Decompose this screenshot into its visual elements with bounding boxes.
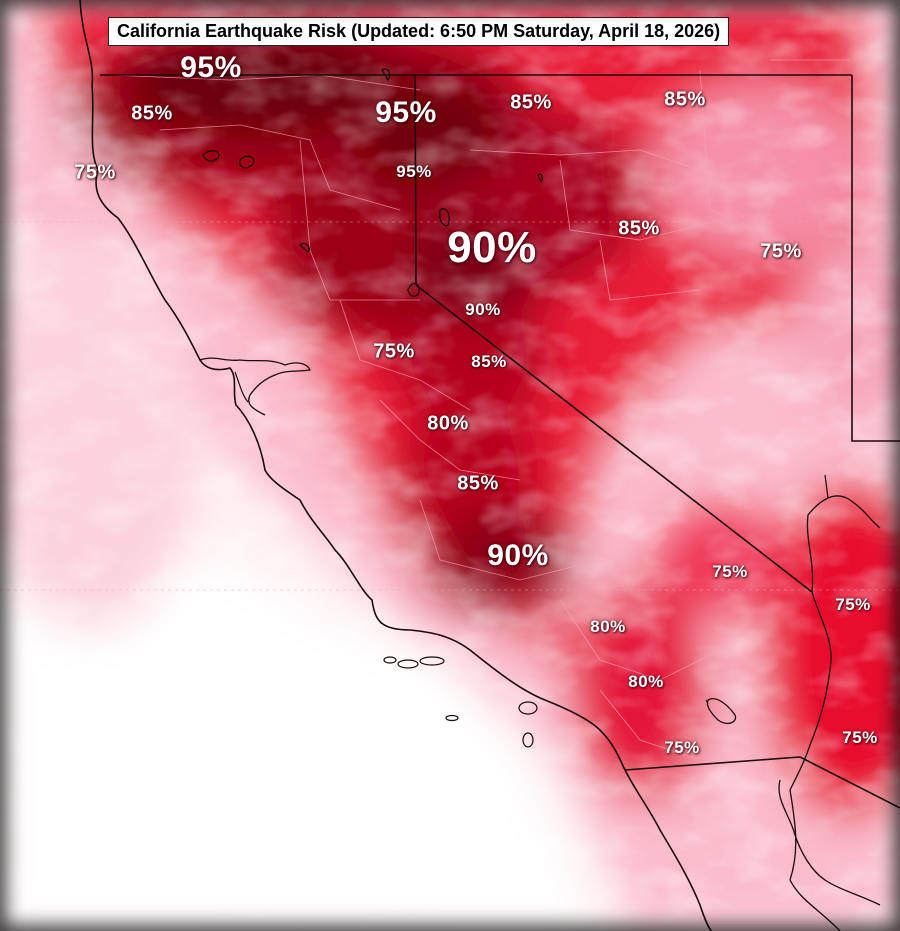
risk-label: 75% xyxy=(373,340,415,363)
risk-label: 85% xyxy=(510,91,552,114)
risk-label: 85% xyxy=(457,472,499,495)
colorado-river xyxy=(789,495,881,931)
risk-label: 90% xyxy=(447,223,537,272)
risk-label: 75% xyxy=(664,738,700,757)
risk-label: 95% xyxy=(375,96,437,129)
risk-label: 85% xyxy=(131,102,173,125)
channel-islands xyxy=(383,656,538,748)
risk-label: 80% xyxy=(590,617,626,636)
risk-label: 95% xyxy=(180,51,242,84)
risk-label: 90% xyxy=(465,300,501,319)
risk-label: 75% xyxy=(760,240,802,263)
map-title: California Earthquake Risk (Updated: 6:5… xyxy=(108,17,730,46)
risk-label: 90% xyxy=(487,539,549,572)
risk-label: 85% xyxy=(618,217,660,240)
county-lines xyxy=(109,59,850,761)
risk-label: 75% xyxy=(835,595,871,614)
risk-label: 75% xyxy=(74,161,116,184)
coastline xyxy=(79,0,713,931)
risk-label: 95% xyxy=(396,162,432,181)
lakes xyxy=(202,68,737,724)
sf-bay xyxy=(199,357,311,416)
risk-label: 80% xyxy=(628,672,664,691)
risk-label: 85% xyxy=(664,88,706,111)
risk-label: 75% xyxy=(712,562,748,581)
risk-label: 85% xyxy=(471,352,507,371)
risk-label: 80% xyxy=(427,412,469,435)
risk-label: 75% xyxy=(842,728,878,747)
state-borders xyxy=(100,74,900,809)
